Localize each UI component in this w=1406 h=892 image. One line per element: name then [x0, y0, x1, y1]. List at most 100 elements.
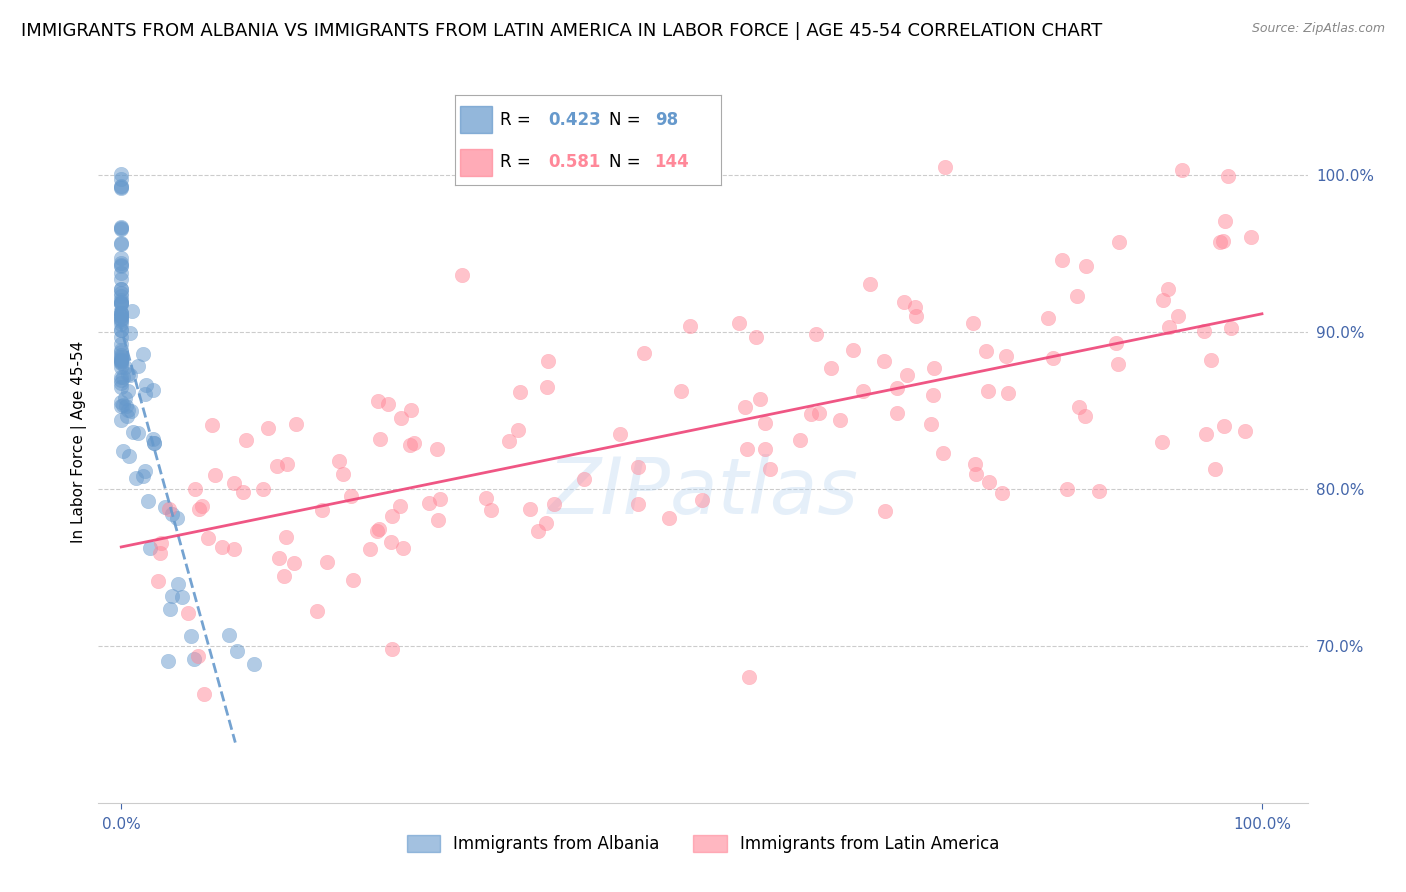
- Point: [273, 569, 295, 583]
- Point: [627, 497, 650, 511]
- Point: [1073, 409, 1095, 423]
- Point: [745, 330, 768, 344]
- Point: [842, 343, 865, 357]
- Point: [1157, 320, 1180, 334]
- Point: [110, 258, 132, 272]
- Point: [110, 289, 132, 303]
- Point: [977, 475, 1000, 490]
- Point: [110, 282, 132, 296]
- Point: [427, 513, 450, 527]
- Point: [110, 310, 132, 324]
- Point: [110, 323, 132, 337]
- Point: [1150, 435, 1173, 450]
- Point: [759, 462, 782, 476]
- Point: [1108, 235, 1130, 249]
- Point: [110, 360, 132, 375]
- Point: [307, 604, 329, 618]
- Point: [398, 438, 420, 452]
- Point: [115, 400, 138, 414]
- Point: [977, 384, 1000, 398]
- Point: [110, 306, 132, 320]
- Point: [1209, 235, 1232, 250]
- Point: [139, 541, 162, 556]
- Point: [728, 316, 751, 330]
- Point: [537, 354, 560, 368]
- Point: [143, 435, 166, 450]
- Point: [110, 295, 132, 310]
- Point: [127, 359, 149, 373]
- Point: [896, 368, 918, 382]
- Point: [197, 531, 219, 545]
- Point: [159, 602, 181, 616]
- Point: [121, 304, 143, 318]
- Point: [110, 380, 132, 394]
- Point: [110, 296, 132, 310]
- Point: [110, 221, 132, 235]
- Point: [903, 300, 925, 314]
- Point: [368, 522, 391, 536]
- Point: [402, 436, 425, 450]
- Point: [110, 266, 132, 280]
- Point: [142, 436, 165, 450]
- Point: [146, 574, 169, 589]
- Point: [235, 433, 257, 447]
- Point: [498, 434, 520, 448]
- Point: [536, 380, 558, 394]
- Point: [110, 167, 132, 181]
- Point: [170, 591, 193, 605]
- Point: [572, 472, 595, 486]
- Point: [112, 444, 135, 458]
- Point: [232, 485, 254, 500]
- Point: [162, 589, 184, 603]
- Point: [110, 351, 132, 366]
- Point: [340, 488, 363, 502]
- Point: [886, 381, 908, 395]
- Point: [976, 344, 998, 359]
- Point: [1157, 282, 1180, 296]
- Point: [110, 286, 132, 301]
- Point: [1067, 400, 1090, 414]
- Point: [873, 353, 896, 368]
- Point: [134, 387, 156, 401]
- Point: [311, 503, 333, 517]
- Point: [110, 353, 132, 368]
- Point: [117, 384, 139, 399]
- Point: [904, 310, 927, 324]
- Point: [114, 359, 136, 374]
- Point: [997, 386, 1019, 401]
- Point: [222, 476, 245, 491]
- Point: [1050, 253, 1073, 268]
- Point: [118, 450, 141, 464]
- Point: [1201, 352, 1223, 367]
- Point: [1213, 213, 1236, 227]
- Point: [886, 406, 908, 420]
- Point: [1233, 424, 1256, 438]
- Point: [381, 509, 404, 524]
- Point: [481, 503, 503, 517]
- Point: [1105, 336, 1128, 351]
- Point: [922, 388, 945, 402]
- Point: [120, 326, 142, 340]
- Point: [204, 467, 226, 482]
- Point: [332, 467, 354, 482]
- Point: [193, 687, 215, 701]
- Point: [509, 384, 531, 399]
- Point: [754, 442, 776, 457]
- Point: [110, 172, 132, 186]
- Point: [735, 442, 758, 457]
- Point: [135, 377, 157, 392]
- Point: [285, 417, 308, 431]
- Point: [110, 180, 132, 194]
- Point: [110, 323, 132, 337]
- Text: Source: ZipAtlas.com: Source: ZipAtlas.com: [1251, 22, 1385, 36]
- Point: [183, 651, 205, 665]
- Point: [110, 400, 132, 414]
- Point: [110, 349, 132, 363]
- Point: [359, 542, 381, 557]
- Point: [153, 500, 176, 514]
- Point: [110, 237, 132, 252]
- Point: [110, 395, 132, 409]
- Point: [526, 524, 548, 538]
- Point: [1038, 310, 1060, 325]
- Point: [754, 416, 776, 430]
